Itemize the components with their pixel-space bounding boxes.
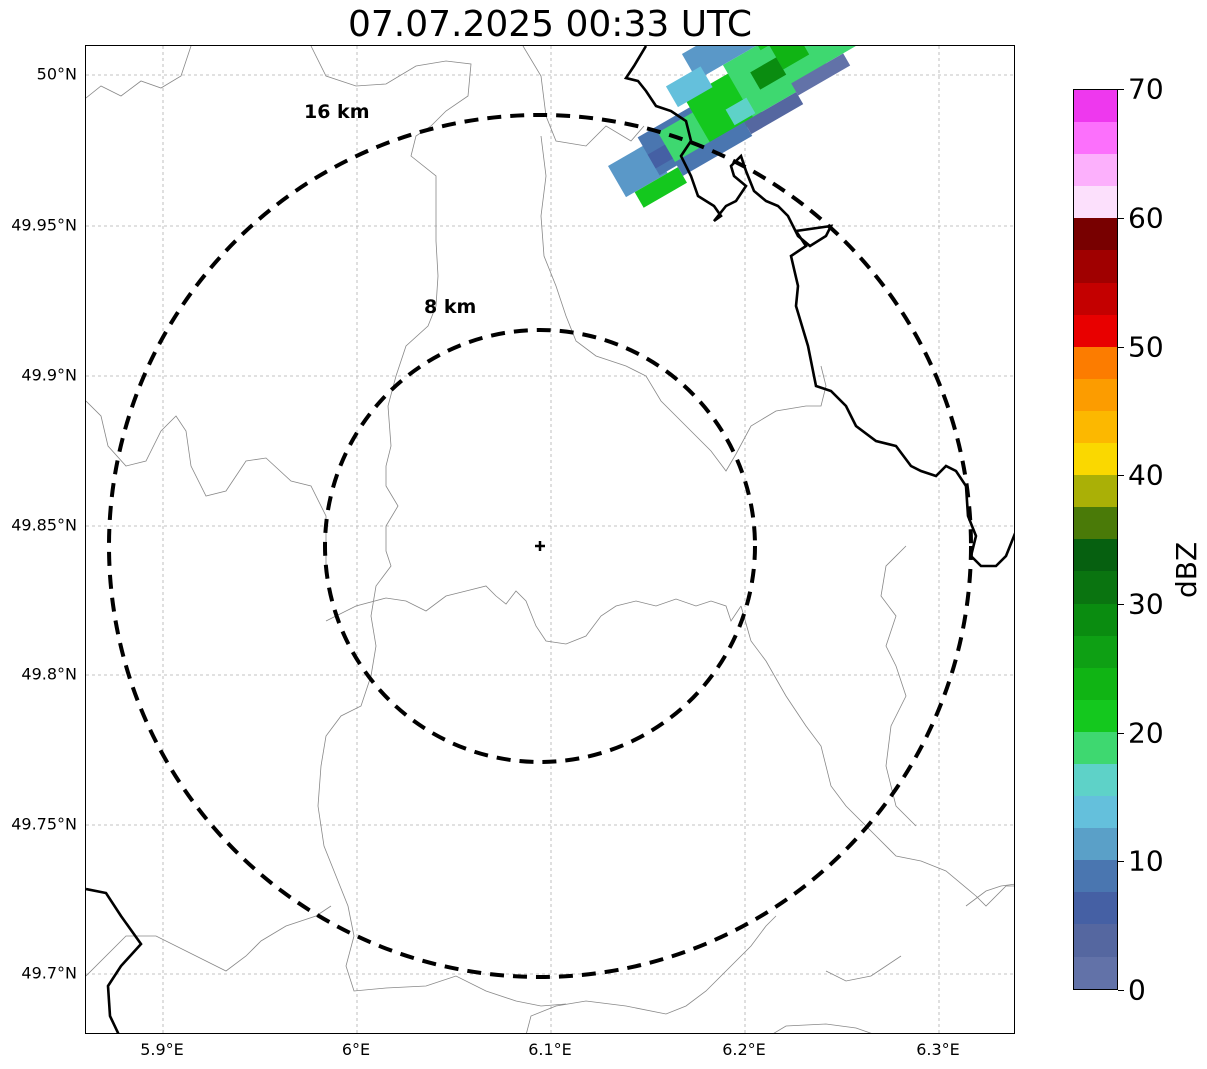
- colorbar-segment: [1074, 860, 1117, 893]
- admin-line: [773, 1023, 872, 1033]
- colorbar-segment: [1074, 282, 1117, 315]
- colorbar-tick-70: 70: [1128, 72, 1164, 106]
- admin-line: [540, 135, 827, 472]
- colorbar-segment: [1074, 186, 1117, 219]
- colorbar-segment: [1074, 763, 1117, 797]
- admin-line: [86, 905, 332, 977]
- admin-line: [86, 400, 327, 566]
- colorbar-segment: [1074, 828, 1117, 861]
- lon-label-6-3: 6.3°E: [916, 1040, 960, 1059]
- colorbar-tick-60: 60: [1128, 201, 1164, 235]
- graticule: [86, 46, 1014, 1033]
- lon-label-6-1: 6.1°E: [528, 1040, 572, 1059]
- colorbar-segment: [1074, 475, 1117, 508]
- radar-echoes: [608, 46, 861, 208]
- colorbar-segment: [1074, 924, 1117, 957]
- admin-line: [740, 605, 1014, 907]
- admin-line: [86, 46, 192, 99]
- range-ring-8km: [323, 328, 757, 764]
- range-rings: [107, 113, 973, 979]
- colorbar-segment: [1074, 635, 1117, 668]
- colorbar-segment: [1074, 956, 1117, 989]
- admin-line: [325, 585, 742, 645]
- national-border-line: [623, 46, 1014, 568]
- colorbar-unit-label: dBZ: [1170, 541, 1203, 599]
- lat-label-49-9: 49.9°N: [21, 365, 77, 385]
- lat-label-49-8: 49.8°N: [21, 664, 77, 684]
- admin-line: [310, 46, 567, 1007]
- lon-label-5-9: 5.9°E: [140, 1040, 184, 1059]
- colorbar-tick-0: 0: [1128, 973, 1146, 1007]
- colorbar-segment: [1074, 154, 1117, 187]
- colorbar-tick-40: 40: [1128, 458, 1164, 492]
- lat-label-49-75: 49.75°N: [11, 814, 77, 834]
- colorbar-segment: [1074, 443, 1117, 476]
- colorbar-segment: [1074, 699, 1117, 732]
- lat-label-49-7: 49.7°N: [21, 963, 77, 983]
- colorbar-segment: [1074, 122, 1117, 155]
- admin-line: [526, 915, 777, 1033]
- colorbar-segment: [1074, 346, 1117, 379]
- colorbar-tick-10: 10: [1128, 844, 1164, 878]
- colorbar-tick-30: 30: [1128, 587, 1164, 621]
- colorbar-segment: [1074, 314, 1117, 347]
- admin-line: [522, 46, 645, 147]
- colorbar-segment: [1074, 90, 1117, 123]
- national-border-line: [86, 887, 143, 1033]
- ring-label-16km: 16 km: [304, 101, 370, 123]
- colorbar-segment: [1074, 603, 1117, 636]
- admin-line: [880, 545, 917, 827]
- plus-marker-icon: [535, 541, 545, 551]
- colorbar-segment: [1074, 571, 1117, 604]
- colorbar-segment: [1074, 667, 1117, 700]
- colorbar-segment: [1074, 378, 1117, 411]
- admin-line: [965, 883, 1014, 907]
- lat-label-49-95: 49.95°N: [11, 215, 77, 235]
- colorbar: [1073, 89, 1118, 990]
- lat-label-50: 50°N: [36, 64, 77, 84]
- lon-label-6-2: 6.2°E: [722, 1040, 766, 1059]
- map-title: 07.07.2025 00:33 UTC: [347, 4, 753, 45]
- radar-map[interactable]: 16 km 8 km: [85, 45, 1015, 1034]
- lat-label-49-85: 49.85°N: [11, 515, 77, 535]
- range-ring-16km: [107, 113, 973, 979]
- colorbar-segment: [1074, 250, 1117, 283]
- national-boundaries: [86, 46, 1014, 1033]
- colorbar-segment: [1074, 731, 1117, 764]
- admin-line: [825, 955, 902, 982]
- ring-label-8km: 8 km: [424, 296, 476, 318]
- colorbar-segment: [1074, 796, 1117, 829]
- colorbar-segment: [1074, 410, 1117, 444]
- colorbar-tick-50: 50: [1128, 330, 1164, 364]
- colorbar-segment: [1074, 539, 1117, 572]
- colorbar-segment: [1074, 218, 1117, 251]
- map-canvas: 16 km 8 km: [86, 46, 1014, 1033]
- colorbar-segment: [1074, 892, 1117, 925]
- admin-boundaries: [86, 46, 1014, 1033]
- lon-label-6: 6°E: [341, 1040, 371, 1059]
- colorbar-tick-20: 20: [1128, 716, 1164, 750]
- colorbar-segment: [1074, 507, 1117, 540]
